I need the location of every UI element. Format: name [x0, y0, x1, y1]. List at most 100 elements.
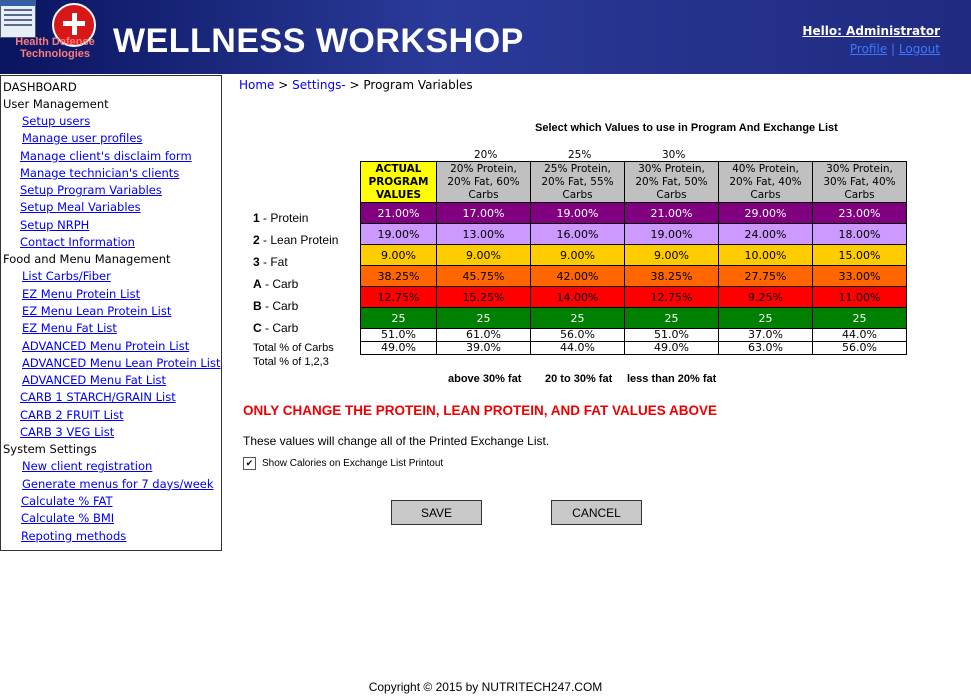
show-calories-option: ✔ Show Calories on Exchange List Printout [243, 457, 443, 470]
cancel-button[interactable]: CANCEL [551, 500, 642, 525]
sidebar-link-setup-users[interactable]: Setup users [22, 114, 91, 128]
window-thumbnail [0, 0, 36, 38]
value-cell: 25 [360, 307, 437, 329]
value-cell: 9.00% [624, 244, 719, 266]
column-header-option[interactable]: 30% Protein, 30% Fat, 40% Carbs [812, 161, 907, 203]
value-cell: 38.25% [360, 265, 437, 287]
sidebar-link-ez-fat[interactable]: EZ Menu Fat List [22, 321, 117, 336]
breadcrumb-settings[interactable]: Settings- [292, 78, 346, 92]
value-cell: 12.75% [360, 286, 437, 308]
sidebar-link-carb2-fruit[interactable]: CARB 2 FRUIT List [20, 407, 124, 422]
column-header-option[interactable]: 20% Protein, 20% Fat, 60% Carbs [436, 161, 531, 203]
value-cell[interactable]: 19.00% [360, 223, 437, 245]
total-cell: 49.0% [360, 341, 437, 355]
sidebar-link-advanced-fat[interactable]: ADVANCED Menu Fat List [22, 373, 167, 388]
value-cell: 25 [812, 307, 907, 329]
sidebar-link-ez-lean-protein[interactable]: EZ Menu Lean Protein List [22, 303, 172, 318]
row-label-carb-a: A - Carb [253, 277, 299, 291]
sidebar-link-setup-program-variables[interactable]: Setup Program Variables [20, 183, 162, 198]
sidebar-link-setup-nrph[interactable]: Setup NRPH [20, 217, 90, 232]
value-cell: 33.00% [812, 265, 907, 287]
sidebar-link-ez-protein[interactable]: EZ Menu Protein List [22, 286, 141, 301]
table-title: Select which Values to use in Program An… [535, 122, 838, 134]
table-row-total-123: 49.0% 39.0% 44.0% 49.0% 63.0% 56.0% [360, 341, 907, 355]
sidebar-link-calculate-fat[interactable]: Calculate % FAT [21, 493, 113, 508]
total-cell: 44.0% [812, 328, 907, 342]
sidebar-link-advanced-protein[interactable]: ADVANCED Menu Protein List [22, 338, 190, 353]
total-cell: 49.0% [624, 341, 719, 355]
column-header-option[interactable]: 40% Protein, 20% Fat, 40% Carbs [718, 161, 813, 203]
table-row-lean-protein: 19.00% 13.00% 16.00% 19.00% 24.00% 18.00% [360, 223, 907, 245]
fat-range-label: 20 to 30% fat [545, 373, 613, 385]
value-cell: 9.00% [530, 244, 625, 266]
sidebar-link-manage-disclaim-form[interactable]: Manage client's disclaim form [20, 148, 192, 163]
greeting: Hello: Administrator [802, 24, 940, 38]
sidebar-link-advanced-lean-protein[interactable]: ADVANCED Menu Lean Protein List [22, 355, 221, 370]
company-logo: Health Defense Technologies [0, 0, 110, 74]
column-percent-label: 25% [568, 149, 592, 161]
breadcrumb: Home > Settings- > Program Variables [239, 78, 473, 92]
value-cell: 15.00% [812, 244, 907, 266]
sidebar-food-management-header: Food and Menu Management [3, 252, 171, 267]
row-label-carb-c: C - Carb [253, 321, 299, 335]
value-cell: 29.00% [718, 202, 813, 224]
value-cell: 42.00% [530, 265, 625, 287]
sidebar-link-new-client-registration[interactable]: New client registration [22, 459, 153, 474]
sidebar-user-management-header: User Management [3, 97, 109, 111]
medical-cross-icon [52, 3, 96, 47]
program-variables-table: ACTUAL PROGRAM VALUES 20% Protein, 20% Fat,… [360, 161, 907, 355]
row-label-lean-protein: 2 - Lean Protein [253, 233, 339, 247]
sidebar-link-carb1-starch[interactable]: CARB 1 STARCH/GRAIN List [20, 390, 176, 405]
value-cell: 9.00% [436, 244, 531, 266]
value-cell: 18.00% [812, 223, 907, 245]
value-cell: 19.00% [624, 223, 719, 245]
table-row-carb-b: 12.75% 15.25% 14.00% 12.75% 9.25% 11.00% [360, 286, 907, 308]
value-cell[interactable]: 21.00% [360, 202, 437, 224]
value-cell: 15.25% [436, 286, 531, 308]
sidebar-link-generate-menus[interactable]: Generate menus for 7 days/week [22, 476, 214, 491]
logout-link[interactable]: Logout [898, 42, 940, 56]
sidebar-link-reporting-methods[interactable]: Repoting methods [21, 528, 127, 543]
breadcrumb-separator: > [274, 78, 293, 92]
value-cell: 23.00% [812, 202, 907, 224]
sidebar-dashboard-header: DASHBOARD [3, 80, 77, 94]
sidebar-link-setup-meal-variables[interactable]: Setup Meal Variables [20, 200, 141, 215]
sidebar-link-contact-information[interactable]: Contact Information [20, 235, 135, 250]
column-percent-label: 30% [662, 149, 686, 161]
profile-link[interactable]: Profile [849, 42, 888, 56]
copyright: Copyright © 2015 by NUTRITECH247.COM [368, 680, 603, 694]
sidebar-link-manage-user-profiles[interactable]: Manage user profiles [22, 131, 143, 146]
warning-message: ONLY CHANGE THE PROTEIN, LEAN PROTEIN, A… [243, 403, 718, 418]
sidebar-link-manage-technician-clients[interactable]: Manage technician's clients [20, 165, 180, 180]
table-row-protein: 21.00% 17.00% 19.00% 21.00% 29.00% 23.00% [360, 202, 907, 224]
total-cell: 39.0% [436, 341, 531, 355]
fat-range-label: above 30% fat [448, 373, 522, 385]
show-calories-checkbox[interactable]: ✔ [243, 457, 256, 470]
value-cell: 25 [436, 307, 531, 329]
value-cell: 27.75% [718, 265, 813, 287]
total-cell: 56.0% [530, 328, 625, 342]
value-cell: 13.00% [436, 223, 531, 245]
sidebar-link-list-carbs-fiber[interactable]: List Carbs/Fiber [22, 269, 111, 284]
table-header-row: ACTUAL PROGRAM VALUES 20% Protein, 20% Fat,… [360, 161, 907, 203]
header-bar: Health Defense Technologies WELLNESS WOR… [0, 0, 971, 74]
column-header-actual[interactable]: ACTUAL PROGRAM VALUES [360, 161, 437, 203]
table-row-carb-c: 25 25 25 25 25 25 [360, 307, 907, 329]
table-row-fat: 9.00% 9.00% 9.00% 9.00% 10.00% 15.00% [360, 244, 907, 266]
total-cell: 37.0% [718, 328, 813, 342]
app-title: WELLNESS WORKSHOP [113, 22, 524, 60]
value-cell[interactable]: 9.00% [360, 244, 437, 266]
total-cell: 51.0% [624, 328, 719, 342]
value-cell: 25 [718, 307, 813, 329]
column-header-option[interactable]: 30% Protein, 20% Fat, 50% Carbs [624, 161, 719, 203]
value-cell: 16.00% [530, 223, 625, 245]
column-header-option[interactable]: 25% Protein, 20% Fat, 55% Carbs [530, 161, 625, 203]
row-label-carb-b: B - Carb [253, 299, 299, 313]
sidebar-link-calculate-bmi[interactable]: Calculate % BMI [21, 511, 115, 526]
link-separator: | [891, 42, 896, 56]
column-percent-label: 20% [474, 149, 498, 161]
breadcrumb-home[interactable]: Home [239, 78, 275, 92]
save-button[interactable]: SAVE [391, 500, 482, 525]
sidebar-link-carb3-veg[interactable]: CARB 3 VEG List [20, 425, 115, 440]
value-cell: 12.75% [624, 286, 719, 308]
